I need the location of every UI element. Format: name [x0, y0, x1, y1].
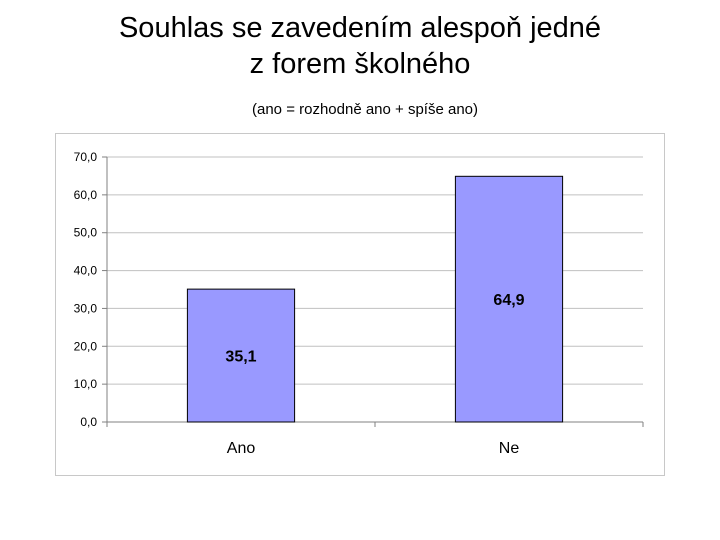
chart-title: Souhlas se zavedením alespoň jedné z for…: [0, 10, 720, 82]
y-tick-label: 50,0: [74, 226, 98, 240]
bar-ne: [454, 175, 564, 423]
bar-ano: [186, 288, 296, 423]
chart-subtitle: (ano = rozhodně ano + spíše ano): [252, 101, 478, 118]
x-tick-label: Ano: [227, 440, 256, 457]
y-tick-label: 40,0: [74, 264, 98, 278]
data-label: 35,1: [225, 349, 256, 366]
y-tick-label: 20,0: [74, 339, 98, 353]
data-label: 64,9: [493, 292, 524, 309]
y-tick-label: 60,0: [74, 188, 98, 202]
y-tick-label: 30,0: [74, 301, 98, 315]
chart-frame: [55, 133, 665, 476]
y-tick-label: 0,0: [80, 415, 97, 429]
title-line-1: Souhlas se zavedením alespoň jedné: [118, 12, 602, 44]
y-tick-label: 70,0: [74, 150, 98, 164]
x-tick-label: Ne: [499, 440, 520, 457]
y-tick-label: 10,0: [74, 377, 98, 391]
title-line-2: z forem školného: [249, 48, 471, 80]
